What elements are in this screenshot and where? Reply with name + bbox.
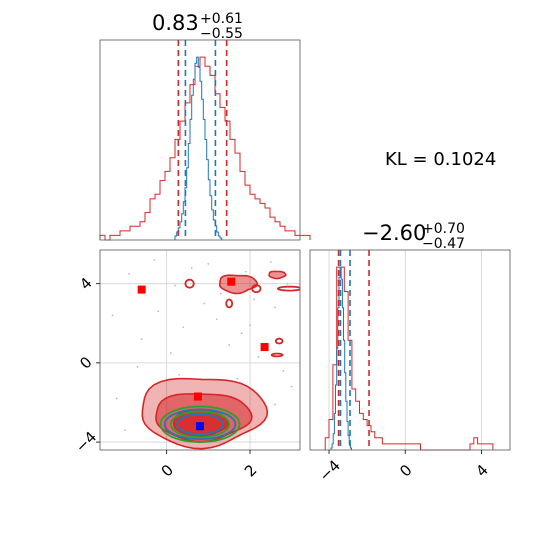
scatter-point: [274, 403, 276, 406]
marker-marker_blue: [196, 422, 204, 431]
marker-marker_red: [227, 277, 236, 286]
scatter-point: [253, 298, 256, 301]
x-tick-label: 2: [241, 461, 260, 480]
contour-red: [218, 274, 259, 295]
scatter-point: [207, 262, 210, 265]
scatter-point: [269, 260, 272, 263]
marker-marker_red: [260, 343, 269, 352]
scatter-point: [286, 282, 289, 285]
y-tick-label: 0: [76, 353, 95, 372]
panel-title-value: 0.83: [152, 11, 199, 35]
scatter-point: [153, 259, 156, 261]
scatter-point: [128, 272, 131, 275]
scatter-point: [257, 356, 260, 358]
scatter-point: [236, 377, 239, 380]
scatter-point: [228, 344, 231, 346]
x-tick-label: 4: [472, 461, 491, 480]
contour-red: [225, 298, 233, 309]
y-tick-label: −4: [72, 428, 100, 456]
scatter-contents: [100, 250, 300, 450]
marker-marker_red: [193, 392, 202, 401]
contour-red: [276, 285, 300, 292]
histogram-blue-series: [174, 56, 223, 240]
y-tick-label: 4: [76, 274, 95, 293]
panel-title-upper: +0.61: [200, 11, 243, 27]
scatter-point: [136, 365, 139, 368]
scatter-contour-panel: 0 2 −4 0 4: [72, 249, 301, 480]
histogram-panel-x: 0.83 +0.61−0.55: [99, 11, 311, 241]
panel-frame: [309, 249, 511, 451]
panel-title-lower: −0.55: [200, 26, 243, 42]
contour-green: [169, 410, 231, 439]
panel-title-upper: +0.70: [422, 221, 465, 237]
scatter-point: [140, 338, 143, 341]
marker-marker_red: [137, 285, 146, 294]
contour-blue: [163, 408, 237, 441]
scatter-point: [111, 314, 114, 317]
scatter-point: [178, 373, 181, 376]
contour-red: [268, 270, 287, 280]
contour-red: [184, 278, 195, 289]
panel-title-lower: −0.47: [422, 236, 465, 252]
histogram-panel-y: −2.60+0.70−0.47 −4 0 4: [309, 221, 511, 485]
scatter-point: [215, 318, 218, 321]
x-tick-label: 0: [396, 461, 415, 480]
contour-green: [159, 405, 241, 444]
scatter-point: [290, 385, 293, 388]
scatter-point: [203, 302, 206, 305]
x-tick-label: 0: [158, 461, 177, 480]
x-tick-label: −4: [316, 457, 344, 485]
kl-annotation: KL = 0.1024: [385, 149, 496, 170]
panel-frame: [99, 39, 301, 241]
scatter-point: [274, 306, 276, 309]
scatter-point: [249, 324, 251, 327]
scatter-point: [157, 310, 160, 313]
scatter-point: [174, 284, 176, 287]
scatter-point: [244, 270, 247, 273]
scatter-point: [182, 326, 185, 329]
scatter-point: [219, 292, 222, 295]
contour-red: [274, 337, 284, 345]
scatter-point: [124, 429, 126, 432]
scatter-point: [169, 352, 172, 354]
panel-frame: [99, 249, 301, 451]
contour-red: [270, 352, 284, 358]
histogram-red-series: [99, 56, 311, 241]
scatter-point: [115, 397, 118, 400]
contour-red: [251, 284, 262, 294]
scatter-point: [282, 369, 285, 372]
scatter-point: [240, 332, 243, 335]
scatter-point: [190, 266, 193, 269]
contour-blue: [176, 413, 224, 436]
panel-title-value: −2.60: [362, 221, 426, 245]
